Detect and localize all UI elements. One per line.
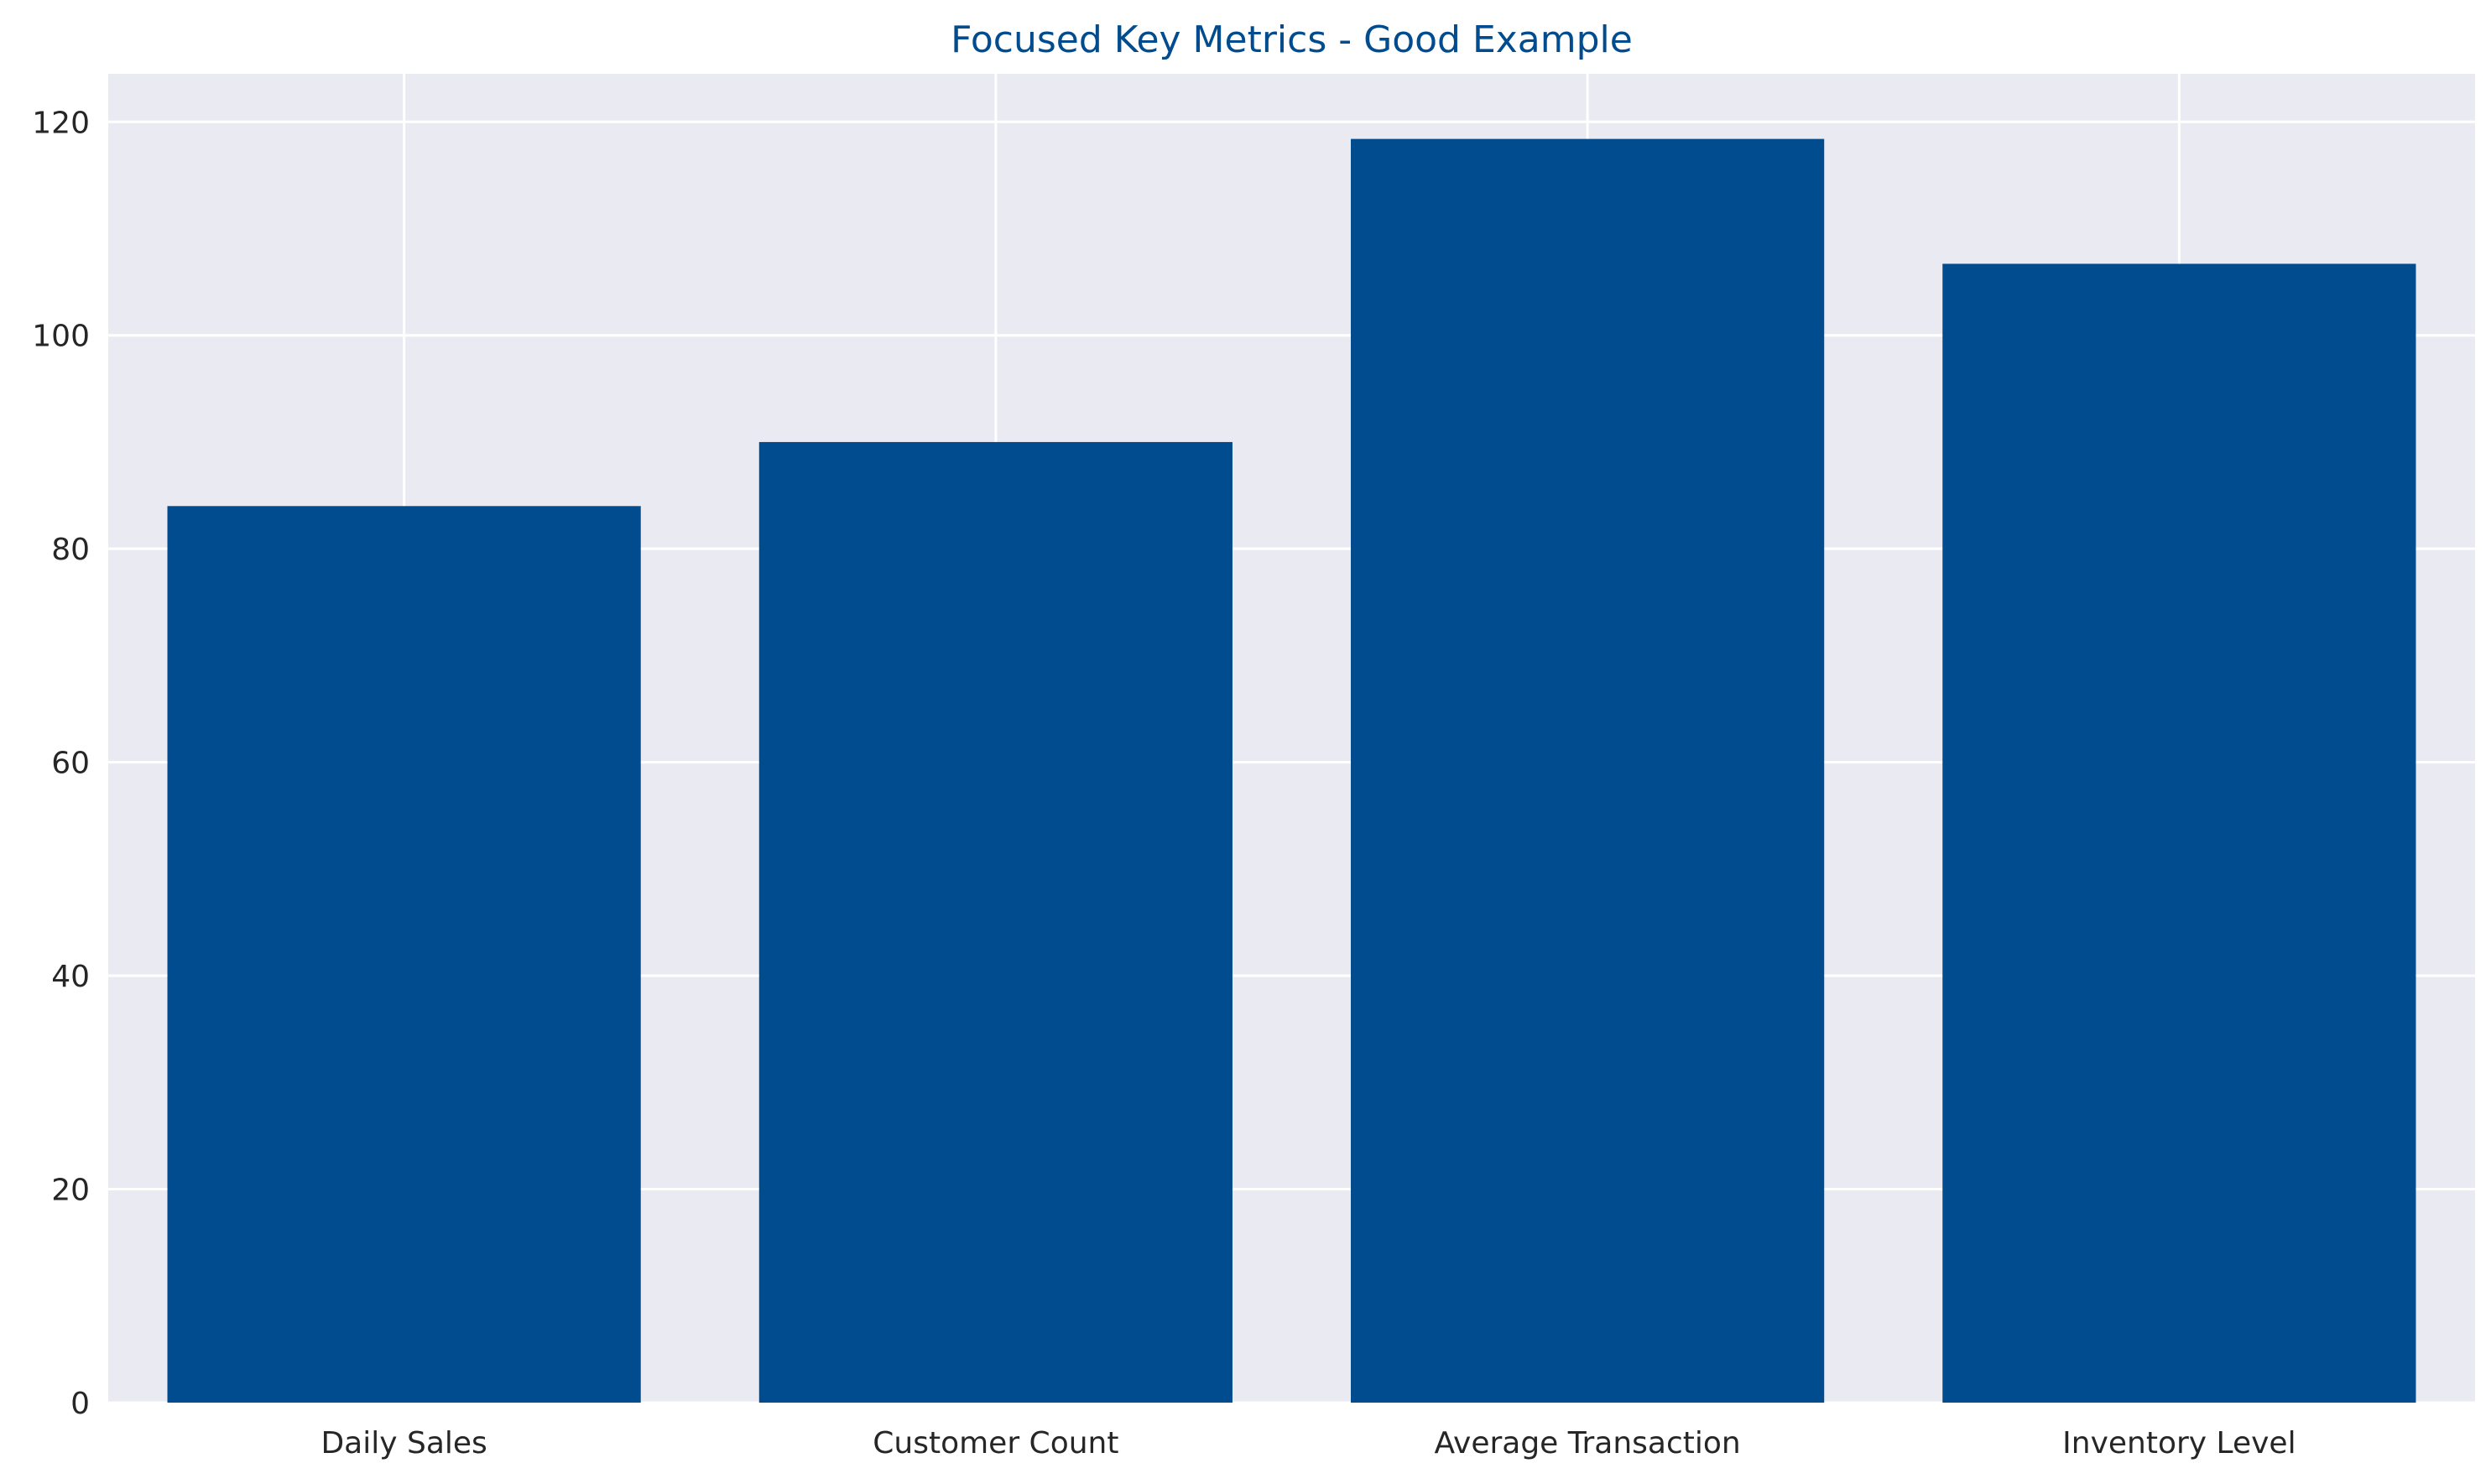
y-axis-ticks: 0 20 40 60 80 100 120 [32,106,90,1421]
y-tick-label: 20 [51,1174,90,1208]
bar [1942,263,2416,1403]
y-tick-label: 80 [51,533,90,567]
y-tick-label: 100 [32,320,90,354]
y-tick-label: 0 [70,1387,90,1421]
y-tick-label: 40 [51,960,90,994]
x-axis-ticks: Daily Sales Customer Count Average Transac… [320,1426,2296,1461]
x-tick-label: Customer Count [873,1426,1118,1461]
x-tick-label: Average Transaction [1435,1426,1741,1461]
bar [758,441,1232,1403]
bars [167,138,2416,1403]
x-tick-label: Inventory Level [2062,1426,2296,1461]
bar [167,506,641,1403]
bar [1351,138,1825,1403]
x-tick-label: Daily Sales [320,1426,487,1461]
y-tick-label: 120 [32,106,90,140]
y-tick-label: 60 [51,747,90,781]
chart-title: Focused Key Metrics - Good Example [951,18,1633,61]
